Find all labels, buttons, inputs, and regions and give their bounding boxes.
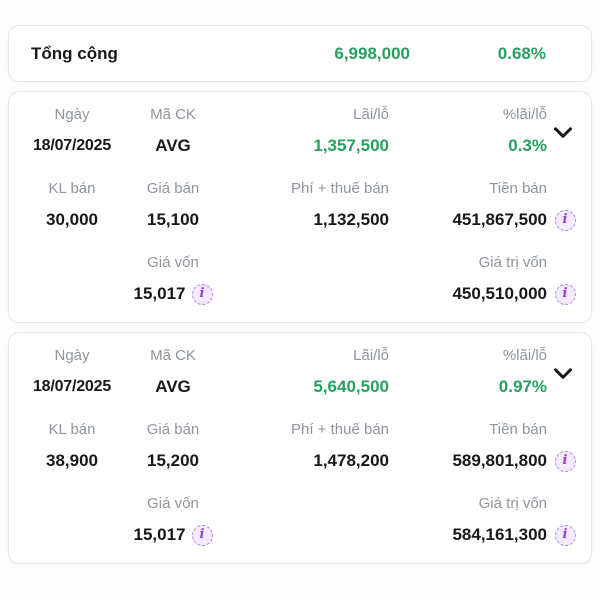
sell-price-header: Giá bán xyxy=(146,421,200,438)
pnl-percent-header: %lãi/lỗ xyxy=(502,106,547,123)
pnl-percent-header: %lãi/lỗ xyxy=(502,347,547,364)
trade-2-summary-headers: Ngày Mã CK Lãi/lỗ %lãi/lỗ xyxy=(27,346,583,366)
trade-2-summary-values: 18/07/2025 AVG 5,640,500 0.97% xyxy=(27,375,583,399)
cost-value-header: Giá trị vốn xyxy=(478,495,547,512)
trade-2-summary-section: Ngày Mã CK Lãi/lỗ %lãi/lỗ 18/07/2025 AVG… xyxy=(27,346,583,399)
trade-1-cost-section: Giá vốn Giá trị vốn 15,017 i 450,510,000 … xyxy=(27,253,583,306)
trade-1-cost-headers: Giá vốn Giá trị vốn xyxy=(27,253,583,273)
stock-code: AVG xyxy=(155,377,191,396)
total-pnl-percent: 0.68% xyxy=(497,43,546,63)
pnl-percent-value: 0.97% xyxy=(498,377,547,396)
chevron-down-icon xyxy=(553,367,573,379)
trade-2-cost-values: 15,017 i 584,161,300 i xyxy=(27,523,583,547)
sell-fee-tax-value: 1,132,500 xyxy=(313,210,389,229)
pnl-value: 1,357,500 xyxy=(313,136,389,155)
sell-volume-header: KL bán xyxy=(48,180,96,197)
pnl-percent-value: 0.3% xyxy=(508,136,547,155)
sell-fee-tax-header: Phí + thuế bán xyxy=(291,180,389,197)
sell-amount-value: 589,801,800 xyxy=(452,451,547,470)
cost-value-header: Giá trị vốn xyxy=(478,254,547,271)
sell-volume-value: 38,900 xyxy=(46,451,98,470)
pnl-header: Lãi/lỗ xyxy=(353,347,389,364)
sell-volume-value: 30,000 xyxy=(46,210,98,229)
trade-card-1: Ngày Mã CK Lãi/lỗ %lãi/lỗ 18/07/2025 AVG… xyxy=(8,91,592,323)
cost-price-value: 15,017 xyxy=(133,525,186,544)
sell-price-header: Giá bán xyxy=(146,180,200,197)
info-icon[interactable]: i xyxy=(554,450,576,472)
total-label: Tổng cộng xyxy=(31,43,118,63)
info-icon[interactable]: i xyxy=(191,283,213,305)
collapse-card-button[interactable] xyxy=(549,363,577,383)
trade-1-sell-headers: KL bán Giá bán Phí + thuế bán Tiền bán xyxy=(27,179,583,199)
date-header: Ngày xyxy=(54,347,90,364)
trade-2-sell-values: 38,900 15,200 1,478,200 589,801,800 i xyxy=(27,449,583,473)
sell-amount-header: Tiền bán xyxy=(489,180,547,197)
pnl-report-page: Tổng cộng 6,998,000 0.68% Ngày Mã CK Lãi… xyxy=(8,25,592,564)
trade-1-summary-section: Ngày Mã CK Lãi/lỗ %lãi/lỗ 18/07/2025 AVG… xyxy=(27,105,583,158)
sell-amount-value: 451,867,500 xyxy=(452,210,547,229)
trade-1-sell-section: KL bán Giá bán Phí + thuế bán Tiền bán 3… xyxy=(27,179,583,232)
trade-2-cost-section: Giá vốn Giá trị vốn 15,017 i 584,161,300 … xyxy=(27,494,583,547)
trade-date: 18/07/2025 xyxy=(32,137,112,154)
trade-1-summary-values: 18/07/2025 AVG 1,357,500 0.3% xyxy=(27,134,583,158)
trade-card-2: Ngày Mã CK Lãi/lỗ %lãi/lỗ 18/07/2025 AVG… xyxy=(8,332,592,564)
stock-code-header: Mã CK xyxy=(150,347,196,364)
info-icon[interactable]: i xyxy=(554,209,576,231)
cost-price-header: Giá vốn xyxy=(147,495,199,512)
info-icon[interactable]: i xyxy=(191,524,213,546)
cost-price-header: Giá vốn xyxy=(147,254,199,271)
info-icon[interactable]: i xyxy=(554,524,576,546)
total-summary-card: Tổng cộng 6,998,000 0.68% xyxy=(8,25,592,82)
sell-price-value: 15,100 xyxy=(147,210,199,229)
sell-volume-header: KL bán xyxy=(48,421,96,438)
sell-fee-tax-header: Phí + thuế bán xyxy=(291,421,389,438)
info-icon[interactable]: i xyxy=(554,283,576,305)
sell-price-value: 15,200 xyxy=(147,451,199,470)
trade-1-cost-values: 15,017 i 450,510,000 i xyxy=(27,282,583,306)
sell-amount-header: Tiền bán xyxy=(489,421,547,438)
trade-2-sell-headers: KL bán Giá bán Phí + thuế bán Tiền bán xyxy=(27,420,583,440)
stock-code: AVG xyxy=(155,136,191,155)
trade-2-sell-section: KL bán Giá bán Phí + thuế bán Tiền bán 3… xyxy=(27,420,583,473)
chevron-down-icon xyxy=(553,126,573,138)
stock-code-header: Mã CK xyxy=(150,106,196,123)
cost-value-value: 584,161,300 xyxy=(452,525,547,544)
trade-date: 18/07/2025 xyxy=(32,378,112,395)
trade-1-summary-headers: Ngày Mã CK Lãi/lỗ %lãi/lỗ xyxy=(27,105,583,125)
cost-value-value: 450,510,000 xyxy=(452,284,547,303)
pnl-header: Lãi/lỗ xyxy=(353,106,389,123)
date-header: Ngày xyxy=(54,106,90,123)
sell-fee-tax-value: 1,478,200 xyxy=(313,451,389,470)
cost-price-value: 15,017 xyxy=(133,284,186,303)
trade-2-cost-headers: Giá vốn Giá trị vốn xyxy=(27,494,583,514)
pnl-value: 5,640,500 xyxy=(313,377,389,396)
trade-1-sell-values: 30,000 15,100 1,132,500 451,867,500 i xyxy=(27,208,583,232)
total-pnl-value: 6,998,000 xyxy=(334,43,410,63)
collapse-card-button[interactable] xyxy=(549,122,577,142)
